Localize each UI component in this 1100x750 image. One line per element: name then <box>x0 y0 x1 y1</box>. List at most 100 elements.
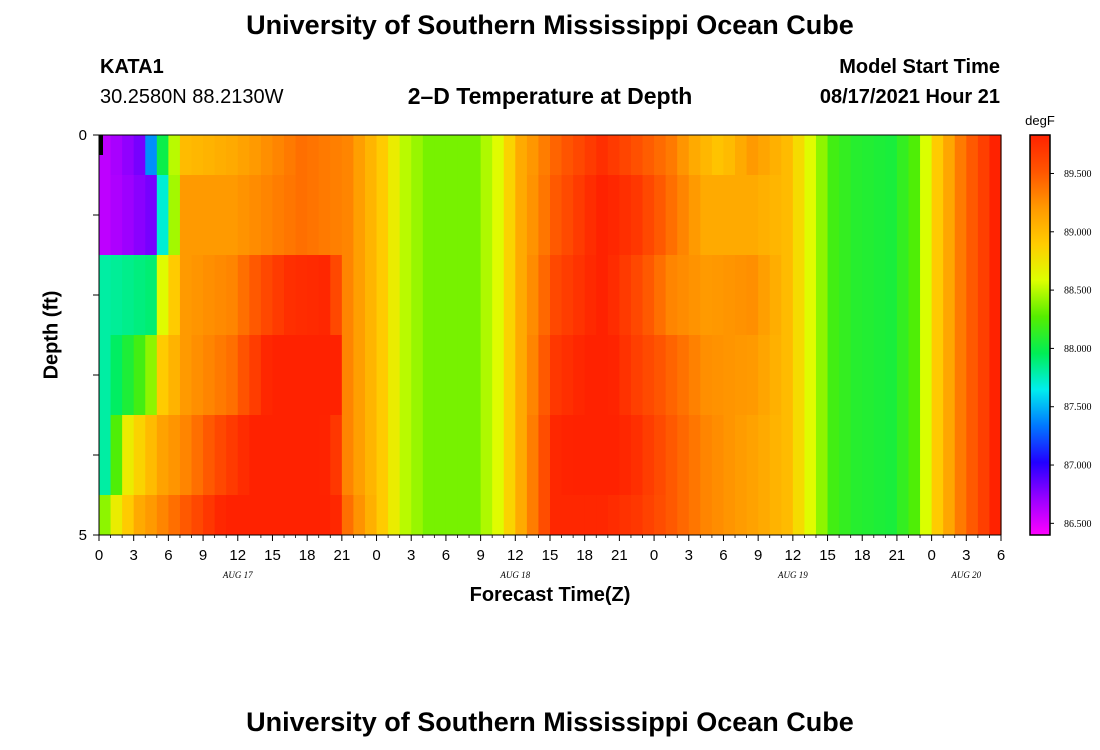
heatmap-cell <box>364 335 378 415</box>
heatmap-cell <box>931 175 944 255</box>
heatmap-cell <box>746 495 759 535</box>
heatmap-cell <box>584 415 597 495</box>
heatmap-cell <box>388 135 401 175</box>
heatmap-cell <box>191 175 204 255</box>
heatmap-cell <box>619 175 632 255</box>
heatmap-cell <box>318 415 331 495</box>
heatmap-cell <box>122 335 135 415</box>
surface-marker <box>99 135 103 155</box>
x-tick-label: 15 <box>264 547 281 564</box>
heatmap-cell <box>110 335 123 415</box>
heatmap-cell <box>353 175 366 255</box>
heatmap-cell <box>133 335 146 415</box>
heatmap-cell <box>723 135 736 175</box>
model-start-value: 08/17/2021 Hour 21 <box>819 86 1000 108</box>
heatmap-cell <box>272 255 285 335</box>
y-tick-label: 0 <box>79 127 87 144</box>
heatmap-cell <box>989 495 1002 535</box>
heatmap-cell <box>388 415 401 495</box>
heatmap-cell <box>388 335 401 415</box>
chart-title-bottom: University of Southern Mississippi Ocean… <box>246 707 854 737</box>
heatmap-cell <box>561 175 574 255</box>
heatmap-cell <box>561 415 574 495</box>
heatmap-cell <box>480 175 493 255</box>
heatmap-cell <box>422 255 435 335</box>
heatmap-cell <box>804 335 817 415</box>
heatmap-cell <box>434 255 447 335</box>
heatmap-cell <box>943 415 956 495</box>
heatmap-cell <box>827 495 840 535</box>
heatmap-cell <box>399 335 412 415</box>
heatmap-cell <box>885 335 898 415</box>
heatmap-cell <box>735 335 748 415</box>
colorbar-unit-label: degF <box>1025 113 1055 128</box>
heatmap-cell <box>654 175 667 255</box>
heatmap-cell <box>214 335 227 415</box>
heatmap-cell <box>966 255 979 335</box>
heatmap-cell <box>630 495 644 535</box>
heatmap-cell <box>237 335 250 415</box>
heatmap-cell <box>168 495 181 535</box>
heatmap-cell <box>133 175 146 255</box>
heatmap-cell <box>376 135 389 175</box>
heatmap-cell <box>561 495 574 535</box>
heatmap-cell <box>619 335 632 415</box>
heatmap-cell <box>318 335 331 415</box>
x-tick-label: 6 <box>719 547 727 564</box>
colorbar-ticks: 89.500 89.000 88.500 88.000 87.500 87.000 86.5… <box>1050 169 1092 530</box>
heatmap-cell <box>411 175 424 255</box>
heatmap-cell <box>781 335 794 415</box>
heatmap-cell <box>584 335 597 415</box>
x-tick-label: 12 <box>785 547 802 564</box>
heatmap-cell <box>249 175 262 255</box>
heatmap-cell <box>145 335 158 415</box>
heatmap-cell <box>260 335 274 415</box>
heatmap-cell <box>792 335 806 415</box>
heatmap-cell <box>642 415 655 495</box>
heatmap-cell <box>214 135 227 175</box>
heatmap-cell <box>503 255 516 335</box>
heatmap-cell <box>850 335 863 415</box>
heatmap-cell <box>850 135 863 175</box>
heatmap-cell <box>284 175 297 255</box>
heatmap-cell <box>573 335 586 415</box>
heatmap-cell <box>260 255 274 335</box>
heatmap-cell <box>688 335 701 415</box>
heatmap-cell <box>839 135 852 175</box>
heatmap-cell <box>642 495 655 535</box>
heatmap-cell <box>665 175 678 255</box>
heatmap-cell <box>434 135 447 175</box>
x-tick-label: 9 <box>754 547 762 564</box>
heatmap-cell <box>746 335 759 415</box>
heatmap-cell <box>249 415 262 495</box>
heatmap-cell <box>839 495 852 535</box>
heatmap-cell <box>295 335 308 415</box>
heatmap-cell <box>792 255 806 335</box>
heatmap-cell <box>353 135 366 175</box>
heatmap-cell <box>376 415 389 495</box>
heatmap-cell <box>954 175 967 255</box>
heatmap-cell <box>145 415 158 495</box>
heatmap-cell <box>584 175 597 255</box>
heatmap-cell <box>295 495 308 535</box>
heatmap-cell <box>399 135 412 175</box>
heatmap-cell <box>688 415 701 495</box>
heatmap-cell <box>307 335 320 415</box>
heatmap-cell <box>307 135 320 175</box>
heatmap-cell <box>804 255 817 335</box>
x-axis: 0 3 6 9 12 15 18 21 0 3 6 9 12 15 18 21 0 3 6 9 12 15 18 21 0 3 6 <box>95 534 1005 564</box>
heatmap-cell <box>781 495 794 535</box>
heatmap-cell <box>260 135 274 175</box>
heatmap-cell <box>480 415 493 495</box>
heatmap-cell <box>700 175 713 255</box>
heatmap-cell <box>908 175 921 255</box>
heatmap-cell <box>145 175 158 255</box>
heatmap-cell <box>457 335 470 415</box>
x-tick-label: 0 <box>95 547 103 564</box>
heatmap-cell <box>411 135 424 175</box>
colorbar-tick-label: 88.000 <box>1064 344 1092 355</box>
heatmap-cell <box>295 255 308 335</box>
heatmap-cell <box>931 495 944 535</box>
heatmap-cell <box>654 135 667 175</box>
heatmap-cell <box>711 495 725 535</box>
